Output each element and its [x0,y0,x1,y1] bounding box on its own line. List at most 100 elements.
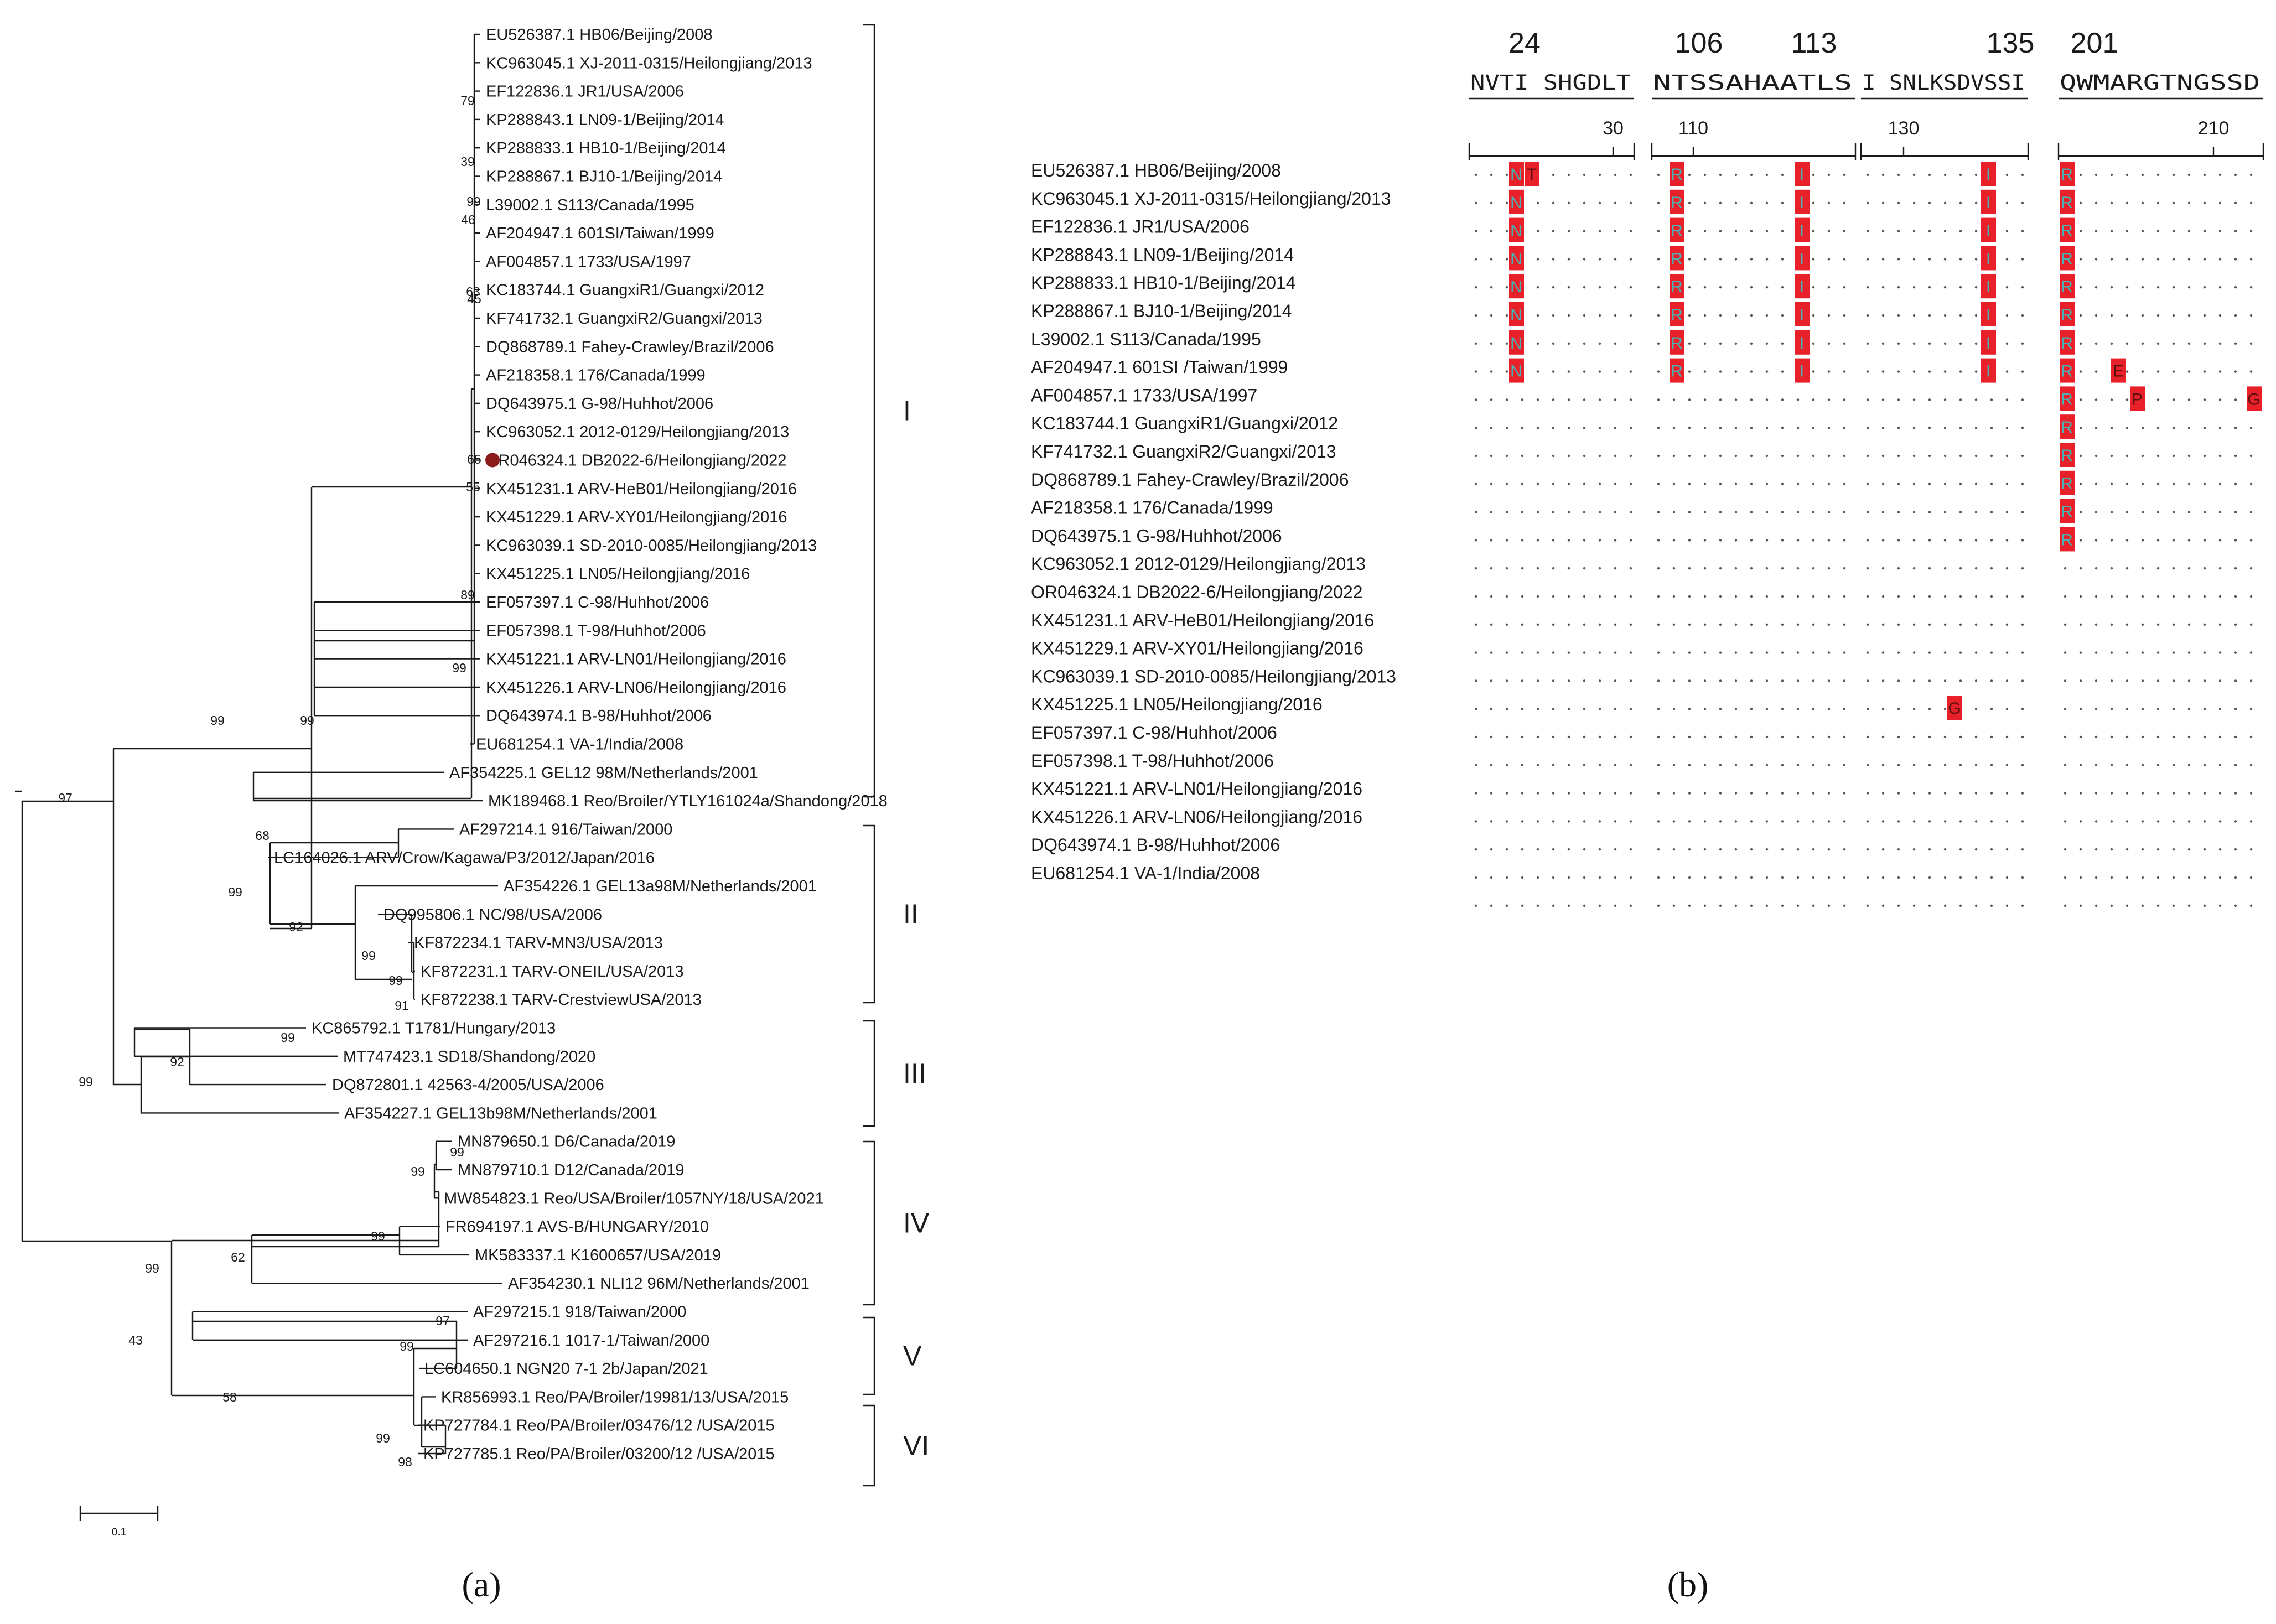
tree-leaf-label: MK189468.1 Reo/Broiler/YTLY161024a/Shand… [488,792,888,810]
mutation-residue: I [1800,334,1804,352]
mutation-residue: N [1510,222,1522,240]
mutation-highlight [2130,386,2145,411]
mutation-residue: I [1986,222,1990,240]
mutation-highlight [1795,358,1810,383]
tree-leaf-label: AF297214.1 916/Taiwan/2000 [459,821,672,838]
mutation-residue: R [2061,475,2073,493]
mutation-residue: N [1510,278,1522,296]
isolate-marker-icon [485,453,500,468]
mutation-residue: R [2061,334,2073,352]
alignment-panel: 24 106 113 135 201 NVTI SHGDLT 30 NTSSAHAATLS 11… [1031,27,2264,907]
mutation-residue: I [1800,278,1804,296]
tree-leaf-label: MT747423.1 SD18/Shandong/2020 [343,1048,595,1066]
mutation-highlight [1981,302,1996,326]
mutation-highlight [1795,162,1810,186]
bootstrap-value: 99 [281,1030,295,1045]
tree-leaf-label: MK583337.1 K1600657/USA/2019 [475,1247,721,1264]
mutation-highlight [1981,330,1996,355]
mutation-residue: R [1671,306,1683,324]
mutation-residue: I [1986,194,1990,212]
tree-leaf-label: KP727784.1 Reo/PA/Broiler/03476/12 /USA/… [423,1417,775,1435]
clade-bracket [863,1404,875,1487]
sequence-name: KX451225.1 LN05/Heilongjiang/2016 [1031,694,1323,714]
mutation-highlight [1981,274,1996,299]
bootstrap-value: 89 [460,588,475,602]
mutation-highlight [1525,162,1539,186]
mutation-residue: E [2113,362,2124,381]
mutation-highlight [1509,189,1524,214]
sequence-name: EF122836.1 JR1/USA/2006 [1031,217,1250,237]
sequence-name: KF741732.1 GuangxiR2/Guangxi/2013 [1031,442,1336,461]
sequence-name: KP288843.1 LN09-1/Beijing/2014 [1031,245,1294,264]
mutation-highlight [1795,246,1810,271]
mutation-highlight [1981,162,1996,186]
mutation-highlight [1670,358,1684,383]
ruler-tick-label: 130 [1888,118,1920,139]
mutation-residue: N [1510,165,1522,184]
mutation-highlight [1670,217,1684,242]
mutation-residue: R [2061,278,2073,296]
mutation-highlight [1981,246,1996,271]
bootstrap-value: 99 [466,194,481,209]
bootstrap-value: 97 [436,1314,450,1328]
tree-leaf-label: AF354226.1 GEL13a98M/Netherlands/2001 [504,878,817,895]
tree-leaf-label: KC963039.1 SD-2010-0085/Heilongjiang/201… [486,537,817,554]
position-number: 106 [1675,27,1723,59]
tree-leaf-label: KR856993.1 Reo/PA/Broiler/19981/13/USA/2… [441,1388,789,1406]
tree-leaf-label: KX451225.1 LN05/Heilongjiang/2016 [486,565,750,583]
consensus-sequence: I SNLKSDVSSI [1862,71,2025,95]
mutation-highlight [1670,274,1684,299]
mutation-highlight [1670,189,1684,214]
mutation-residue: N [1510,306,1522,324]
bootstrap-value: 65 [467,452,481,466]
clade-label: III [903,1058,926,1089]
mutation-residue: I [1986,362,1990,381]
mutation-residue: R [2061,165,2073,184]
clade-bracket [863,24,875,798]
ruler-tick-label: 30 [1603,118,1624,139]
bootstrap-value: 46 [461,212,475,227]
tree-leaf-label: KX451231.1 ARV-HeB01/Heilongjiang/2016 [486,480,797,498]
sequence-name: DQ868789.1 Fahey-Crawley/Brazil/2006 [1031,470,1349,490]
consensus-sequence: NVTI SHGDLT [1470,71,1631,95]
tree-leaf-label: KC963045.1 XJ-2011-0315/Heilongjiang/201… [486,54,812,72]
bootstrap-value: 91 [395,998,409,1013]
tree-leaf-label: DQ868789.1 Fahey-Crawley/Brazil/2006 [486,338,774,356]
position-number: 24 [1508,27,1541,59]
bootstrap-value: 99 [388,973,403,988]
consensus-sequence: NTSSAHAATLS [1653,71,1852,95]
sequence-name: EU526387.1 HB06/Beijing/2008 [1031,160,1281,180]
clade-label: I [903,396,911,427]
tree-leaf-label: FR694197.1 AVS-B/HUNGARY/2010 [445,1218,709,1236]
mutation-highlight [1509,358,1524,383]
bootstrap-value: 98 [398,1455,412,1469]
mutation-residue: R [1671,194,1683,212]
mutation-highlight [2060,386,2075,411]
mutation-residue: G [1948,699,1961,718]
bootstrap-value: 39 [460,154,475,169]
sequence-name: KX451229.1 ARV-XY01/Heilongjiang/2016 [1031,639,1363,658]
mutation-highlight [2247,386,2262,411]
mutation-residue: R [1671,334,1683,352]
sequence-name: EU681254.1 VA-1/India/2008 [1031,863,1260,883]
tree-leaf-label: AF297215.1 918/Taiwan/2000 [473,1304,686,1321]
tree-leaf-label: DQ872801.1 42563-4/2005/USA/2006 [332,1076,604,1094]
sequence-name: KC183744.1 GuangxiR1/Guangxi/2012 [1031,413,1338,433]
bootstrap-value: 99 [452,661,466,675]
clade-bracket [863,1020,875,1127]
bootstrap-value: 99 [210,713,225,728]
tree-leaf-label: LC604650.1 NGN20 7-1 2b/Japan/2021 [424,1360,708,1378]
mutation-residue: R [2061,390,2073,408]
position-number: 201 [2071,27,2119,59]
mutation-residue: I [1986,278,1990,296]
mutation-highlight [1795,189,1810,214]
mutation-residue: R [2061,447,2073,465]
sequence-name: AF218358.1 176/Canada/1999 [1031,498,1273,518]
bootstrap-value: 99 [371,1229,385,1243]
highlighted-sequence-name: OR046324.1 DB2022-6/Heilongjiang/2022 [1031,582,1363,602]
position-number: 135 [1987,27,2035,59]
tree-leaf-label: EF122836.1 JR1/USA/2006 [486,83,684,101]
tree-leaf-label: EU526387.1 HB06/Beijing/2008 [486,26,713,44]
mutation-highlight [2111,358,2126,383]
